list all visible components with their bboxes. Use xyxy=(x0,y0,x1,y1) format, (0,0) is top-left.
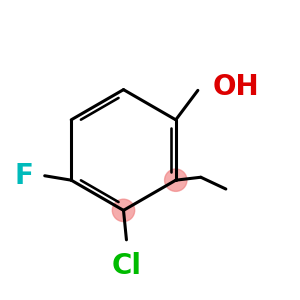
Text: OH: OH xyxy=(213,74,259,101)
Circle shape xyxy=(165,169,187,191)
Circle shape xyxy=(112,199,135,221)
Text: F: F xyxy=(14,162,33,190)
Text: Cl: Cl xyxy=(111,252,141,280)
